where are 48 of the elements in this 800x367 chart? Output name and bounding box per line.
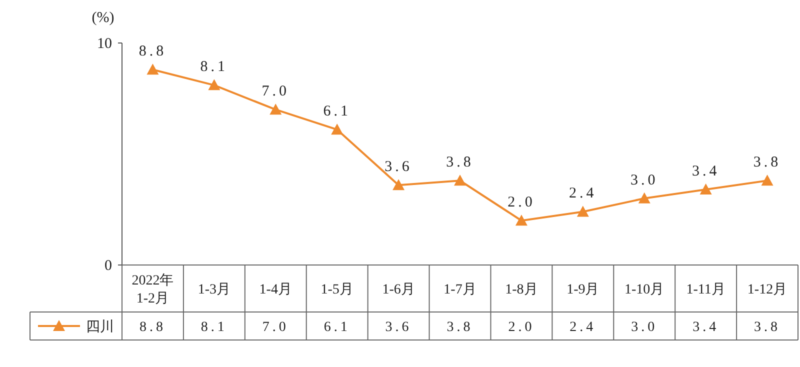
x-tick-label: 1-12月 xyxy=(747,282,788,298)
point xyxy=(392,179,405,190)
x-tick-label: 1-7月 xyxy=(444,282,476,298)
point xyxy=(761,174,774,186)
text: 6.1 xyxy=(323,104,351,120)
data-label: 3.6 xyxy=(385,320,412,335)
text: 2.4 xyxy=(569,186,597,202)
text: 8.1 xyxy=(200,59,228,76)
text: 3.8 xyxy=(753,154,782,171)
x-tick-label: 1-8月 xyxy=(505,282,538,298)
y-tick-label: 0 xyxy=(104,258,112,274)
data-label: 3.4 xyxy=(692,320,720,335)
data-label: 3.0 xyxy=(631,320,658,335)
data-label: 8.1 xyxy=(200,320,228,335)
data-label: 3.8 xyxy=(754,320,781,335)
text: 3.4 xyxy=(692,164,720,180)
data-label: 8.8 xyxy=(139,320,166,335)
data-label: 6.1 xyxy=(324,320,350,335)
data-label: 3.8 xyxy=(446,320,474,335)
data-label: 2.4 xyxy=(570,320,596,335)
text: 2.0 xyxy=(508,194,536,211)
x-tick-label: 2022年 1-2月 xyxy=(132,272,174,306)
point xyxy=(331,124,344,135)
x-tick-label: 1-3月 xyxy=(198,282,231,298)
point xyxy=(146,64,159,75)
point xyxy=(576,206,589,217)
point xyxy=(454,174,466,186)
point xyxy=(700,184,712,195)
x-tick-label: 1-9月 xyxy=(566,282,600,298)
x-tick-label: 1-6月 xyxy=(382,282,415,298)
point xyxy=(208,79,220,90)
text: 3.6 xyxy=(384,159,412,176)
text: 3.0 xyxy=(630,172,658,188)
x-tick-label: 1-11月 xyxy=(686,282,726,298)
text: 8.8 xyxy=(138,44,167,60)
point xyxy=(638,192,650,204)
data-label: 2.0 xyxy=(508,320,535,335)
y-axis-title: (%) xyxy=(92,10,114,26)
x-tick-label: 1-10月 xyxy=(624,282,664,298)
text: 7.0 xyxy=(262,84,290,100)
text: 3.8 xyxy=(446,154,474,171)
data-label: 7.0 xyxy=(262,320,289,335)
x-tick-label: 1-4月 xyxy=(259,282,292,298)
legend-label: 四川 xyxy=(86,319,114,335)
point xyxy=(270,104,282,115)
y-tick-label: 10 xyxy=(97,36,112,52)
point xyxy=(515,214,528,226)
x-tick-label: 1-5月 xyxy=(320,282,354,298)
